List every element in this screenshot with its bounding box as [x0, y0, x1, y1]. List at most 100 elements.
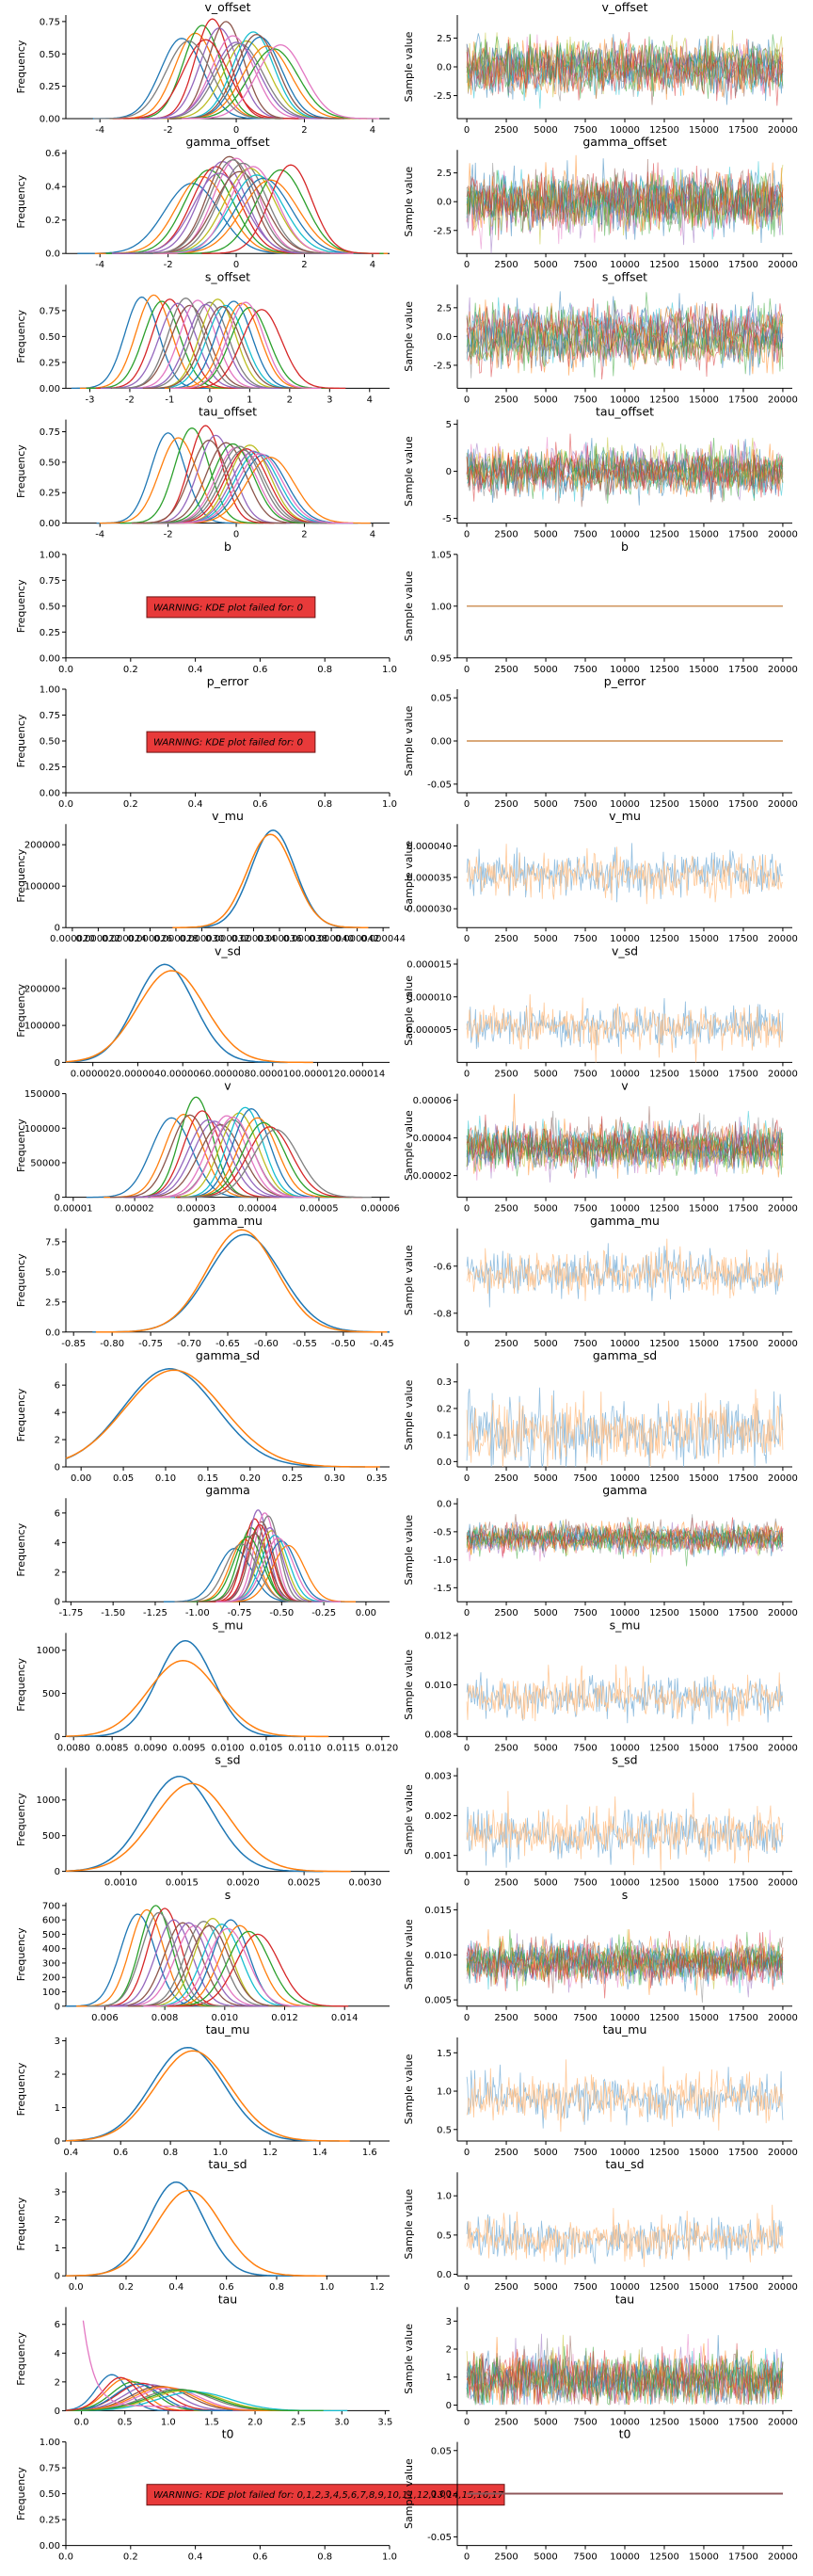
kde-ytick-label-14-5: 500 — [42, 1930, 60, 1940]
trace-xtick-label-6-0: 0 — [464, 934, 470, 944]
trace-ytick-label-8-0: 0.00002 — [413, 1171, 452, 1182]
kde-ytick-label-15-1: 1 — [55, 2103, 60, 2114]
kde-ylabel-3: Frequency — [15, 444, 27, 498]
kde-ylabel-2: Frequency — [15, 309, 27, 362]
trace-ytick-label-2-0: -2.5 — [433, 361, 452, 371]
row-p_error: p_error Frequency 0.0 0.2 0.4 0.6 0.8 1.0 0.00 0.… — [15, 674, 798, 810]
trace-ytick-label-13-1: 0.002 — [424, 1811, 452, 1822]
kde-title-15: tau_mu — [206, 2022, 250, 2037]
trace-ytick-label-2-1: 0.0 — [437, 332, 452, 343]
trace-line-1-13 — [466, 170, 784, 241]
kde-curve-8-15 — [109, 1114, 270, 1199]
trace-ytick-label-7-0: 0.000005 — [406, 1025, 452, 1036]
trace-xtick-label-14-0: 0 — [464, 2013, 470, 2023]
trace-line-7-1 — [466, 994, 784, 1063]
kde-xtick-label-0-2: 0 — [233, 125, 239, 136]
kde-curve-16-0 — [66, 2181, 293, 2277]
kde-curve-14-7 — [125, 1921, 282, 2007]
kde-xtick-label-9-0: -0.85 — [61, 1339, 86, 1349]
kde-panel-s_offset: s_offset Frequency -3 -2 -1 0 1 2 3 4 0.00 0.25 0.50… — [15, 269, 390, 405]
kde-ylabel-1: Frequency — [15, 174, 27, 228]
trace-xtick-label-8-7: 17500 — [728, 1204, 758, 1215]
trace-ytick-label-3-1: 0 — [446, 467, 452, 477]
kde-curve-0-2 — [123, 24, 281, 120]
kde-ytick-label-18-0: 0.00 — [40, 2541, 60, 2552]
kde-curve-2-10 — [158, 300, 310, 390]
trace-xtick-label-16-6: 15000 — [689, 2282, 719, 2293]
kde-curve-3-2 — [120, 427, 263, 524]
kde-xtick-label-7-0: 0.000002 — [71, 1069, 116, 1079]
trace-line-17-13 — [466, 2346, 784, 2406]
kde-curve-3-7 — [154, 449, 332, 524]
trace-xtick-label-15-5: 12500 — [649, 2148, 679, 2158]
kde-ylabel-4: Frequency — [15, 579, 27, 633]
kde-ylabel-9: Frequency — [15, 1253, 27, 1307]
kde-curve-8-14 — [123, 1119, 294, 1199]
trace-title-5: p_error — [604, 674, 646, 688]
kde-curve-10-0 — [65, 1368, 365, 1468]
kde-ytick-label-4-4: 1.00 — [40, 550, 60, 560]
trace-line-15-1 — [466, 2059, 784, 2133]
trace-title-10: gamma_sd — [593, 1348, 657, 1362]
kde-panel-v: v Frequency 0.00001 0.00002 0.00003 0.00004 0.… — [15, 1079, 400, 1215]
kde-xtick-label-15-5: 1.4 — [312, 2148, 327, 2158]
trace-xtick-label-10-7: 17500 — [728, 1473, 758, 1484]
kde-ytick-label-8-0: 0 — [55, 1193, 60, 1203]
kde-xtick-label-11-1: -1.50 — [101, 1608, 125, 1618]
trace-panel-s: s Sample value 0 2500 5000 7500 10000 12500 1500… — [403, 1888, 798, 2023]
kde-ytick-label-10-0: 0 — [55, 1463, 60, 1473]
kde-ytick-label-13-2: 1000 — [37, 1795, 60, 1806]
trace-title-4: b — [621, 539, 629, 554]
kde-xtick-label-6-1: 0.000022 — [76, 934, 121, 944]
kde-ytick-label-17-3: 6 — [55, 2320, 60, 2330]
trace-line-8-13 — [466, 1116, 784, 1179]
kde-xtick-label-12-7: 0.0115 — [327, 1743, 359, 1753]
kde-xtick-label-5-3: 0.6 — [252, 799, 267, 810]
trace-xtick-label-13-8: 20000 — [768, 1878, 798, 1889]
trace-xtick-label-17-4: 10000 — [610, 2417, 640, 2427]
kde-title-16: tau_sd — [208, 2157, 247, 2171]
trace-xtick-label-9-3: 7500 — [573, 1339, 597, 1349]
kde-ytick-label-9-3: 7.5 — [45, 1237, 60, 1248]
kde-ytick-label-2-0: 0.00 — [40, 384, 60, 394]
kde-panel-gamma_mu: gamma_mu Frequency -0.85 -0.80 -0.75 -0.70 -0.… — [15, 1214, 394, 1349]
kde-xtick-label-4-5: 1.0 — [382, 665, 397, 675]
trace-xtick-label-2-3: 7500 — [573, 394, 597, 405]
trace-xtick-label-3-8: 20000 — [768, 530, 798, 540]
kde-xtick-label-3-1: -2 — [164, 530, 173, 540]
kde-ylabel-18: Frequency — [15, 2467, 27, 2520]
trace-ytick-label-18-1: 0.00 — [431, 2489, 452, 2500]
trace-xtick-label-5-3: 7500 — [573, 799, 597, 810]
kde-ytick-label-3-1: 0.25 — [40, 489, 60, 499]
kde-curve-2-16 — [169, 301, 322, 390]
trace-xtick-label-14-2: 5000 — [534, 2013, 557, 2023]
kde-xtick-label-8-0: 0.00001 — [54, 1204, 92, 1215]
trace-xtick-label-16-5: 12500 — [649, 2282, 679, 2293]
kde-curve-8-1 — [104, 1113, 264, 1199]
kde-ylabel-14: Frequency — [15, 1927, 27, 1981]
trace-ytick-label-15-0: 0.5 — [437, 2125, 452, 2135]
kde-ytick-label-3-3: 0.75 — [40, 427, 60, 438]
kde-xtick-label-8-2: 0.00003 — [177, 1204, 215, 1215]
kde-xtick-label-8-1: 0.00002 — [115, 1204, 153, 1215]
kde-curve-2-4 — [100, 302, 255, 390]
kde-xtick-label-4-3: 0.6 — [252, 665, 267, 675]
trace-xtick-label-13-6: 15000 — [689, 1878, 719, 1889]
kde-ytick-label-5-3: 0.75 — [40, 711, 60, 721]
trace-xtick-label-1-3: 7500 — [573, 260, 597, 270]
trace-xtick-label-10-8: 20000 — [768, 1473, 798, 1484]
kde-ytick-label-6-1: 100000 — [24, 882, 60, 893]
kde-xtick-label-13-4: 0.0030 — [349, 1878, 382, 1889]
trace-xtick-label-17-0: 0 — [464, 2417, 470, 2427]
kde-curve-14-4 — [98, 1919, 249, 2007]
kde-ylabel-12: Frequency — [15, 1657, 27, 1711]
kde-ytick-label-2-1: 0.25 — [40, 358, 60, 368]
trace-xtick-label-0-5: 12500 — [649, 125, 679, 136]
trace-xtick-label-16-4: 10000 — [610, 2282, 640, 2293]
kde-ylabel-11: Frequency — [15, 1522, 27, 1576]
trace-line-10-1 — [466, 1389, 784, 1468]
kde-curve-14-14 — [109, 1922, 268, 2007]
trace-xtick-label-4-4: 10000 — [610, 665, 640, 675]
kde-curve-12-0 — [69, 1639, 302, 1738]
